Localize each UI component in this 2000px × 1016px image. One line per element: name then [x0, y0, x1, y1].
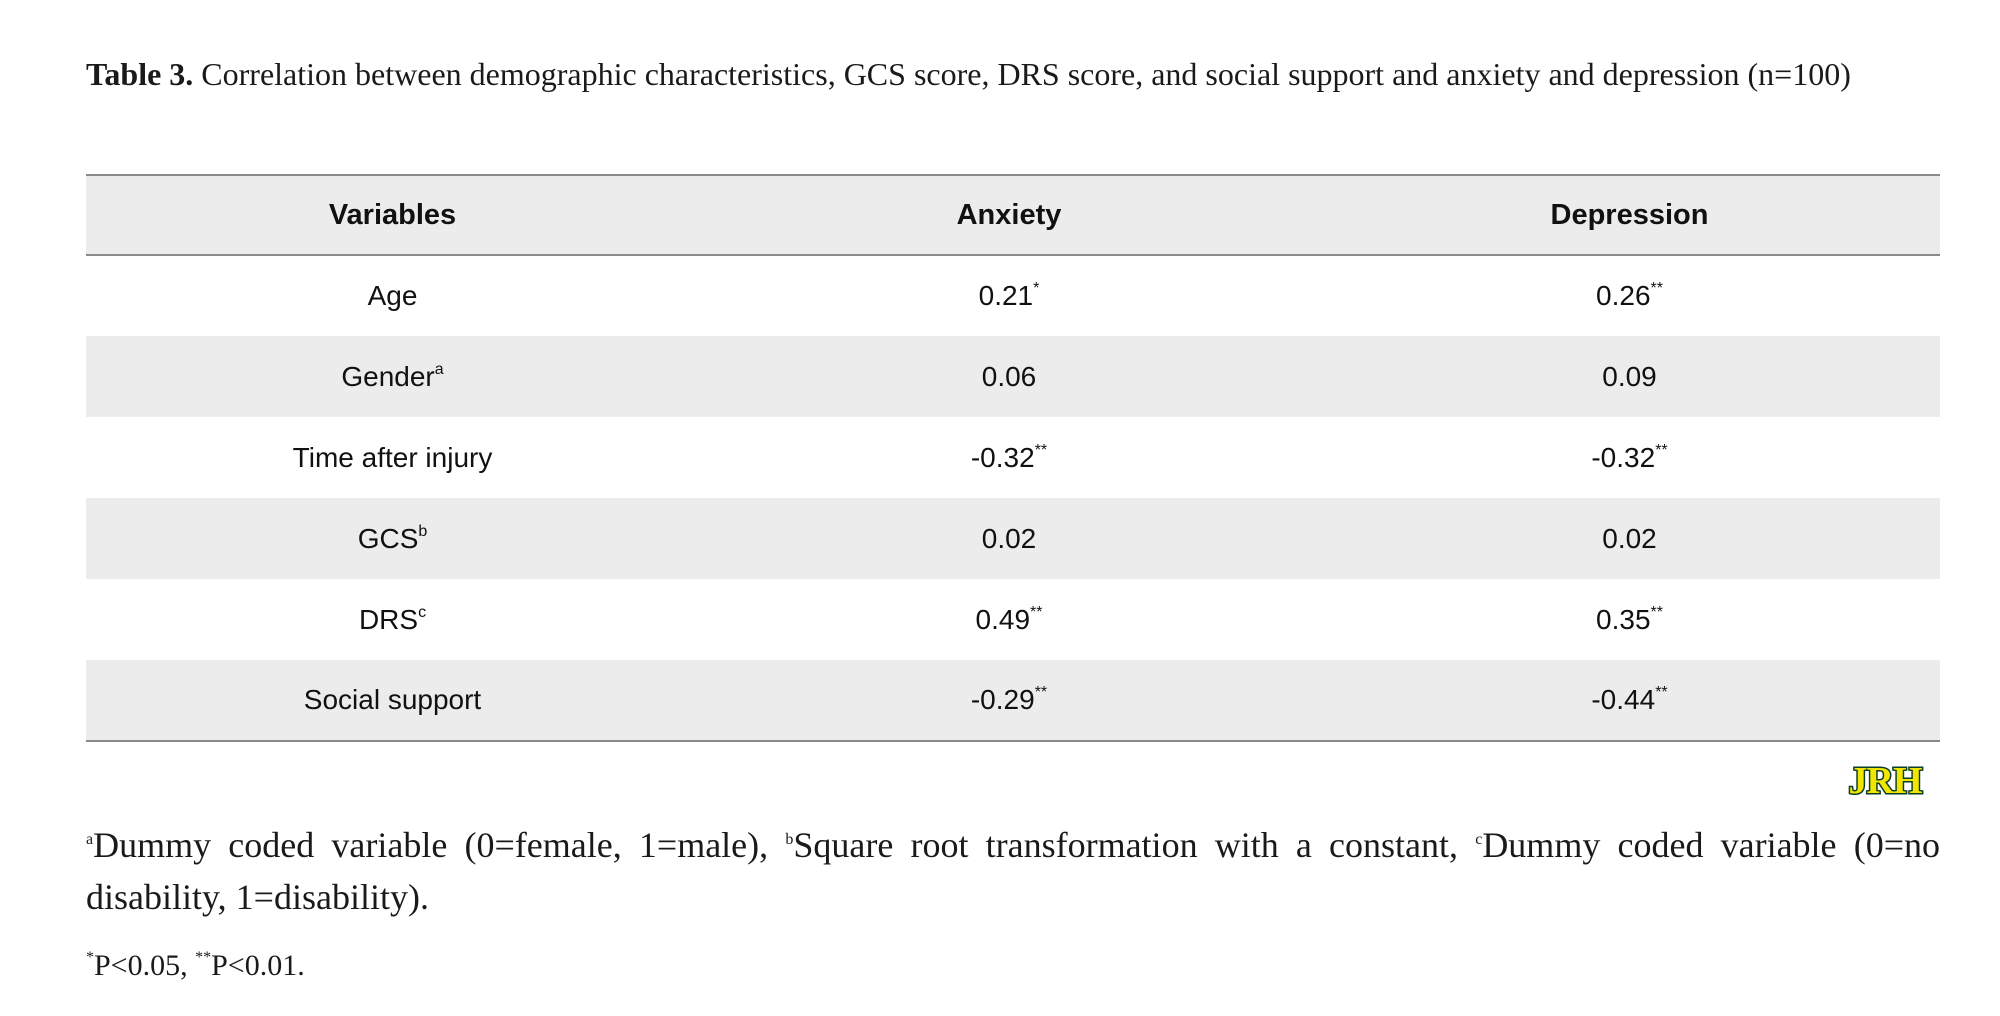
- footnote-definitions: aDummy coded variable (0=female, 1=male)…: [86, 819, 1940, 923]
- footnote-text: P<0.01.: [211, 949, 305, 982]
- table-caption: Table 3. Correlation between demographic…: [86, 52, 1940, 97]
- anxiety-value: -0.32: [970, 441, 1035, 473]
- variable-cell: DRSc: [86, 579, 699, 660]
- depression-cell: 0.26**: [1319, 255, 1940, 336]
- depression-cell: 0.09: [1319, 336, 1940, 417]
- header-anxiety: Anxiety: [699, 175, 1319, 256]
- table-header-row: Variables Anxiety Depression: [86, 175, 1940, 256]
- depression-cell: -0.44**: [1319, 660, 1940, 741]
- anxiety-cell: 0.02: [699, 498, 1319, 579]
- depression-value: 0.09: [1602, 360, 1657, 392]
- anxiety-cell: -0.29**: [699, 660, 1319, 741]
- jrh-logo: JRH: [1847, 760, 1924, 800]
- footnote-text: Square root transformation with a consta…: [793, 825, 1476, 865]
- footnote-marker: c: [1475, 831, 1483, 848]
- variable-superscript: c: [418, 603, 427, 621]
- depression-value: 0.26: [1596, 280, 1651, 311]
- footnote-marker: **: [195, 949, 212, 966]
- anxiety-significance: **: [1034, 441, 1048, 459]
- table-row: DRSc 0.49** 0.35**: [86, 579, 1940, 660]
- variable-name: Social support: [303, 684, 482, 715]
- anxiety-value: 0.06: [981, 360, 1037, 392]
- variable-cell: GCSb: [86, 498, 699, 579]
- variable-cell: Gendera: [86, 336, 699, 417]
- variable-name: Gender: [341, 360, 435, 392]
- variable-name: Age: [367, 280, 418, 311]
- variable-name: Time after injury: [292, 441, 493, 473]
- variable-cell: Social support: [86, 660, 699, 741]
- depression-value: -0.32: [1591, 441, 1656, 473]
- table-row: Social support -0.29** -0.44**: [86, 660, 1940, 741]
- depression-cell: -0.32**: [1319, 417, 1940, 498]
- variable-name: GCS: [357, 522, 419, 554]
- table-row: Age 0.21* 0.26**: [86, 255, 1940, 336]
- anxiety-value: 0.02: [981, 522, 1037, 554]
- footnote-marker: *: [86, 949, 94, 966]
- anxiety-cell: -0.32**: [699, 417, 1319, 498]
- anxiety-cell: 0.21*: [699, 255, 1319, 336]
- depression-value: -0.44: [1591, 684, 1656, 715]
- header-variables: Variables: [86, 175, 699, 256]
- caption-text: Correlation between demographic characte…: [201, 56, 1851, 92]
- table-row: GCSb 0.02 0.02: [86, 498, 1940, 579]
- depression-value: 0.35: [1596, 603, 1651, 635]
- anxiety-significance: *: [1033, 280, 1040, 297]
- anxiety-significance: **: [1030, 603, 1043, 621]
- depression-value: 0.02: [1602, 522, 1657, 554]
- correlation-table: Variables Anxiety Depression Age 0.21* 0…: [86, 174, 1940, 742]
- table-label: Table 3.: [86, 56, 194, 92]
- header-depression: Depression: [1319, 175, 1940, 256]
- variable-superscript: a: [434, 360, 444, 378]
- variable-superscript: b: [418, 522, 428, 540]
- footnote-text: Dummy coded variable (0=no disability, 1…: [86, 825, 1940, 917]
- anxiety-value: -0.29: [970, 684, 1035, 715]
- anxiety-cell: 0.49**: [699, 579, 1319, 660]
- anxiety-significance: **: [1034, 684, 1048, 701]
- table-row: Gendera 0.06 0.09: [86, 336, 1940, 417]
- table-row: Time after injury -0.32** -0.32**: [86, 417, 1940, 498]
- anxiety-value: 0.49: [975, 603, 1031, 635]
- variable-name: DRS: [358, 603, 419, 635]
- jrh-logo-text: JRH: [1849, 760, 1922, 800]
- anxiety-value: 0.21: [978, 280, 1034, 311]
- footnote-significance: *P<0.05, **P<0.01.: [86, 946, 305, 986]
- depression-cell: 0.02: [1319, 498, 1940, 579]
- footnote-text: Dummy coded variable (0=female, 1=male),: [93, 825, 786, 865]
- footnote-marker: a: [86, 831, 94, 848]
- depression-significance: **: [1655, 441, 1668, 459]
- depression-significance: **: [1650, 280, 1663, 297]
- footnote-text: P<0.05,: [94, 949, 196, 982]
- depression-significance: **: [1650, 603, 1663, 621]
- variable-cell: Time after injury: [86, 417, 699, 498]
- depression-cell: 0.35**: [1319, 579, 1940, 660]
- anxiety-cell: 0.06: [699, 336, 1319, 417]
- variable-cell: Age: [86, 255, 699, 336]
- depression-significance: **: [1655, 684, 1668, 701]
- footnote-marker: b: [785, 831, 794, 848]
